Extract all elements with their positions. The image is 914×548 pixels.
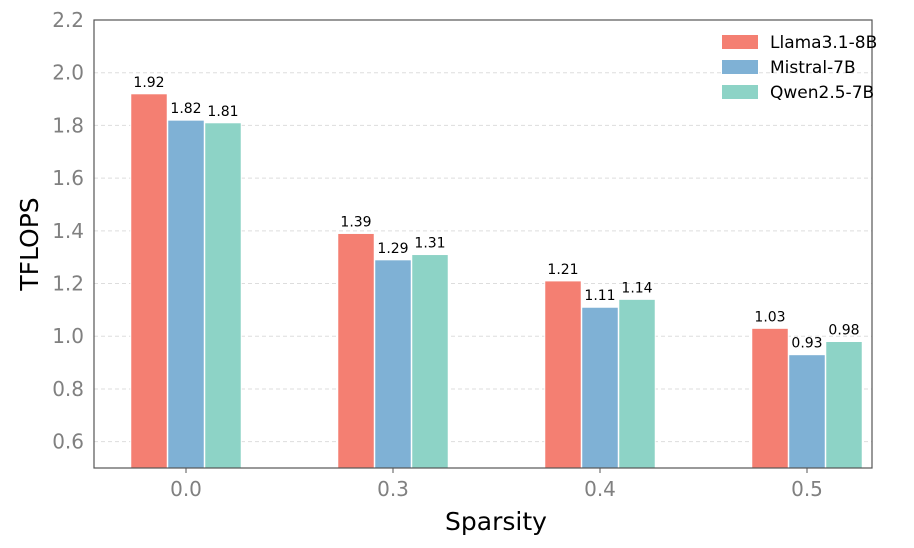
bar-value-label: 0.98 xyxy=(828,323,859,339)
x-tick-labels: 0.0 0.3 0.4 0.5 xyxy=(170,468,823,501)
y-tick-labels: 0.6 0.8 1.0 1.2 1.4 1.6 1.8 2.0 2.2 xyxy=(52,8,84,454)
bar-llama3-1-8b-0-0 xyxy=(130,93,168,469)
bar-mistral-7b-0-3 xyxy=(374,259,412,469)
bar-value-label: 1.82 xyxy=(170,101,201,117)
y-tick-label: 1.4 xyxy=(52,219,84,243)
y-tick-label: 2.2 xyxy=(52,8,84,32)
bar-qwen2-5-7b-0-3 xyxy=(411,254,449,469)
bar-value-label: 1.39 xyxy=(340,214,371,230)
y-tick-label: 0.6 xyxy=(52,430,84,454)
bar-value-label: 1.11 xyxy=(584,288,615,304)
y-tick-label: 1.0 xyxy=(52,324,84,348)
legend: Llama3.1-8B Mistral-7B Qwen2.5-7B xyxy=(722,33,877,103)
bar-llama3-1-8b-0-5 xyxy=(751,327,789,469)
y-axis-title: TFLOPS xyxy=(15,197,44,291)
bar-mistral-7b-0-5 xyxy=(788,354,826,469)
y-tick-label: 1.8 xyxy=(52,113,84,137)
bar-labels-layer: 1.92 1.82 1.81 1.39 1.29 1.31 1.21 1.11 1.14 1.03… xyxy=(133,75,859,352)
y-tick-label: 1.2 xyxy=(52,272,84,296)
x-tick-label: 0.0 xyxy=(170,477,202,501)
y-tick-label: 2.0 xyxy=(52,61,84,85)
y-tick-label: 0.8 xyxy=(52,377,84,401)
bar-value-label: 1.31 xyxy=(414,236,445,252)
bar-value-label: 1.92 xyxy=(133,75,164,91)
plot-frame xyxy=(93,19,873,469)
x-tick-label: 0.4 xyxy=(584,477,616,501)
y-tick-label: 1.6 xyxy=(52,166,84,190)
bar-llama3-1-8b-0-4 xyxy=(544,280,582,469)
x-tick-label: 0.3 xyxy=(377,477,409,501)
bar-value-label: 1.21 xyxy=(547,262,578,278)
legend-swatch xyxy=(722,35,758,49)
bar-qwen2-5-7b-0-0 xyxy=(204,122,242,469)
bar-llama3-1-8b-0-3 xyxy=(337,232,375,469)
bar-qwen2-5-7b-0-5 xyxy=(825,341,863,469)
bar-mistral-7b-0-0 xyxy=(167,119,205,469)
bar-mistral-7b-0-4 xyxy=(581,306,619,469)
bar-value-label: 1.29 xyxy=(377,241,408,257)
legend-label: Qwen2.5-7B xyxy=(770,83,874,103)
bar-value-label: 1.14 xyxy=(621,280,652,296)
legend-swatch xyxy=(722,60,758,74)
bars-layer xyxy=(130,93,863,469)
x-axis-title: Sparsity xyxy=(445,507,547,536)
bar-value-label: 1.03 xyxy=(754,309,785,325)
x-tick-label: 0.5 xyxy=(791,477,823,501)
bar-qwen2-5-7b-0-4 xyxy=(618,298,656,469)
bar-value-label: 1.81 xyxy=(207,104,238,120)
legend-label: Mistral-7B xyxy=(770,58,856,78)
legend-swatch xyxy=(722,85,758,99)
legend-label: Llama3.1-8B xyxy=(770,33,877,53)
bar-value-label: 0.93 xyxy=(791,336,822,352)
